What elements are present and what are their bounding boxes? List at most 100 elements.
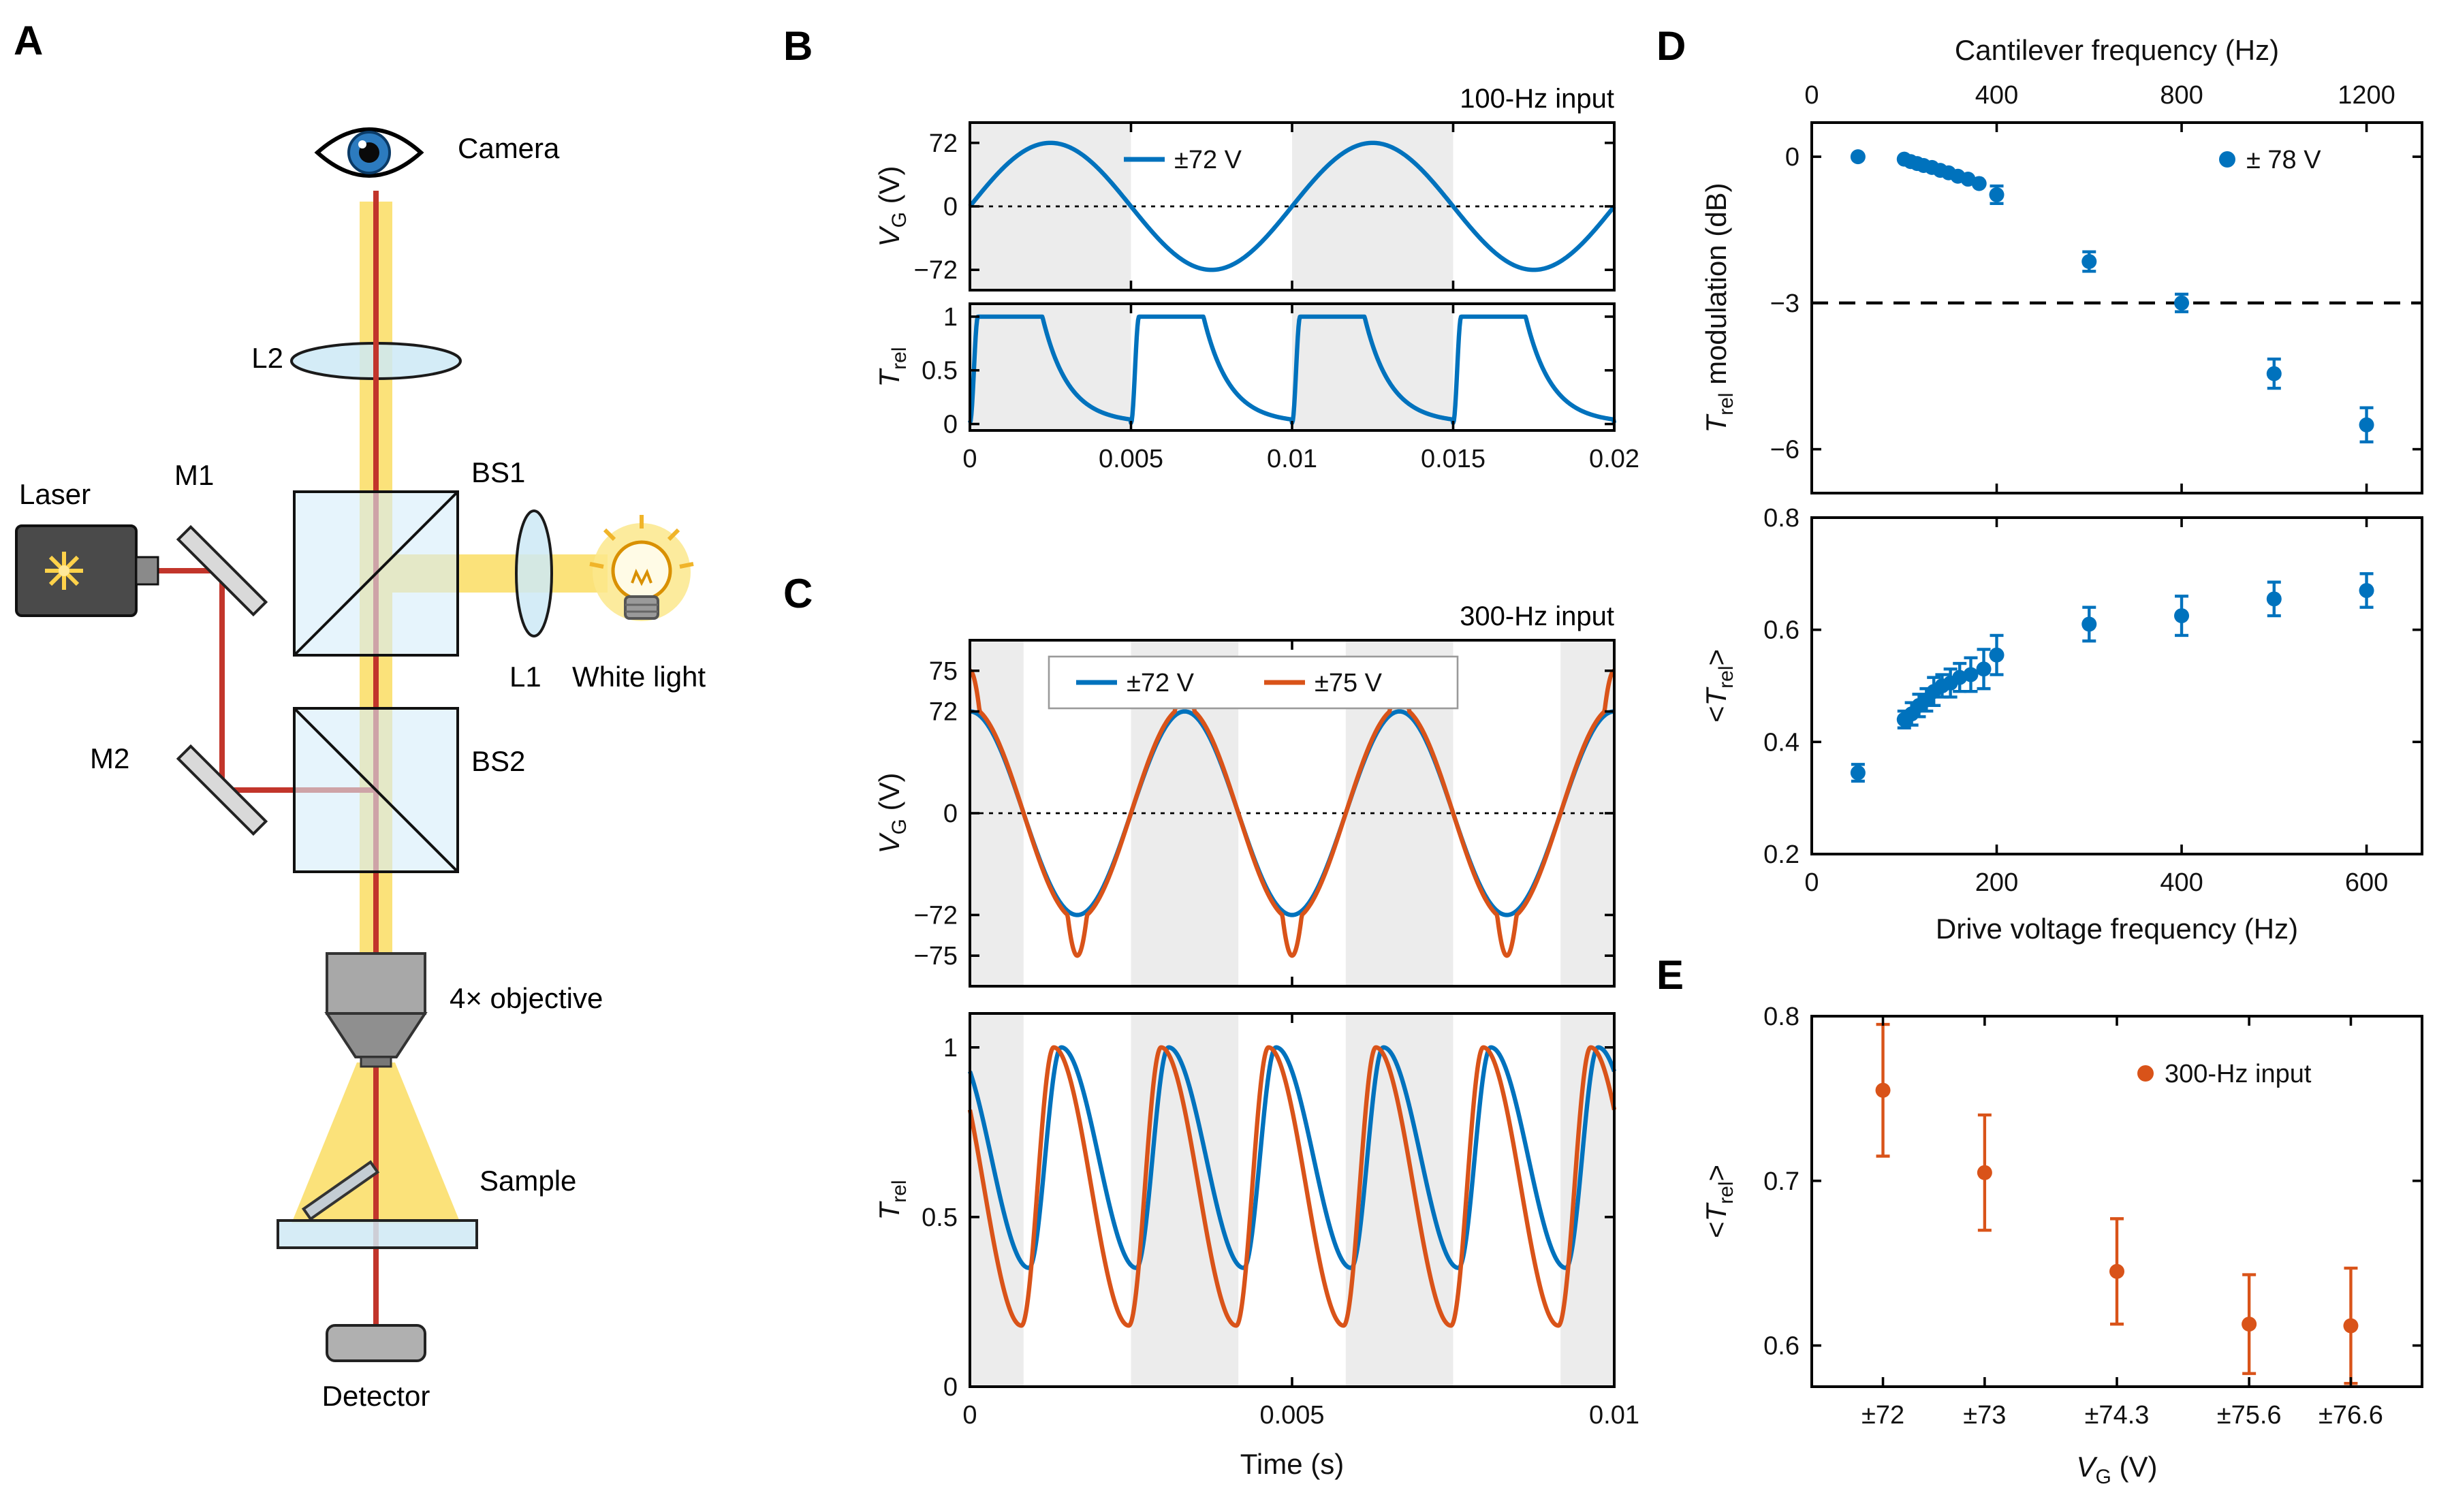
y-tick-label: 0.8 [1763,504,1799,533]
laser-source [15,524,159,617]
x-tick-label: 0 [962,1401,977,1430]
y-tick-label: 0.5 [922,357,958,385]
annotation-300hz-input: 300-Hz input [1460,602,1614,632]
lens-l1 [515,509,553,637]
beamsplitter-bs2 [293,707,459,873]
legend-label: ±72 V [1127,669,1195,697]
y-tick-label: −72 [914,256,958,285]
x-tick-label: ±72 [1861,1401,1904,1430]
label-laser: Laser [19,479,91,511]
data-point [1850,149,1866,165]
mirror-m2 [176,744,268,836]
x-tick-label: 400 [2160,868,2203,897]
y-tick-label: 0.2 [1763,840,1799,869]
x-tick-label: 0 [962,445,977,473]
label-objective: 4× objective [450,983,603,1015]
data-point [1989,647,2005,663]
data-point [1963,667,1979,682]
series-line [968,709,1616,917]
y-tick-label: 1 [943,1034,958,1062]
x-tick-label: 0.01 [1589,1401,1639,1430]
legend-marker [2137,1065,2154,1082]
x-tick-label: 0.005 [1259,1401,1324,1430]
x-axis-title: VG (V) [2076,1451,2157,1488]
legend-label: ±75 V [1315,669,1383,697]
shaded-band [1292,304,1453,430]
label-white-light: White light [572,662,706,693]
series-line [967,1045,1617,1328]
x-tick-label: ±73 [1963,1401,2006,1430]
panel-label-a: A [14,19,44,64]
y-tick-label: 0 [1785,143,1799,172]
y-tick-label: 0 [943,1373,958,1402]
y-tick-label: 0.7 [1763,1167,1799,1196]
y-tick-label: −72 [914,901,958,930]
scatter-series [1850,149,2374,444]
panel-label-c: C [783,572,813,617]
x-axis-title: Drive voltage frequency (Hz) [1936,913,2298,945]
label-l2: L2 [251,343,283,375]
plot-box [1810,121,2423,494]
data-point [2174,295,2190,311]
laser-starburst-core [59,565,69,576]
y-tick-label: −6 [1770,436,1799,464]
data-point [2359,417,2374,432]
data-point [2266,591,2282,607]
data-point [2343,1318,2359,1334]
data-point [1875,1082,1891,1098]
label-camera: Camera [458,133,560,165]
legend-label: 300-Hz input [2165,1060,2312,1088]
data-point [2242,1317,2257,1332]
top-axis-title: Cantilever frequency (Hz) [1955,34,2279,66]
label-l1: L1 [509,662,541,693]
annotation-100hz-input: 100-Hz input [1460,84,1614,114]
top-tick-label: 800 [2160,81,2203,110]
x-tick-label: ±75.6 [2217,1401,2282,1430]
top-tick-label: 0 [1804,81,1819,110]
white-light-bulb-icon [589,515,694,620]
top-tick-label: 1200 [2338,81,2395,110]
objective-4x [324,952,428,1068]
x-axis-title: Time (s) [1240,1448,1344,1480]
chart-e-mean-trel: ±72 ±73 ±74.3 ±75.6 ±76.6 0.6 0.7 0.8 <Trel> VG (… [1700,1003,2423,1488]
y-tick-label: 0.6 [1763,616,1799,645]
y-tick-label: −75 [914,942,958,971]
y-axis-title: Trel modulation (dB) [1700,183,1738,432]
y-tick-label: 75 [929,657,958,686]
y-axis-title: Trel [873,347,911,388]
data-point [1976,661,1992,677]
top-tick-label: 400 [1975,81,2018,110]
scatter-series [1875,1022,2359,1385]
label-detector: Detector [321,1381,430,1413]
sample-stage [277,1219,478,1249]
sample-slab [301,1160,380,1221]
camera-eye-icon [314,127,424,178]
data-point [1989,187,2005,202]
series-line [968,140,1616,272]
legend-label: ±72 V [1174,146,1242,174]
x-tick-label: ±76.6 [2319,1401,2383,1430]
data-point [2266,366,2282,381]
y-axis-title: VG (V) [873,772,911,853]
y-tick-label: 0 [943,800,958,828]
y-tick-label: 72 [929,698,958,727]
data-point [1850,765,1866,781]
legend-label: ± 78 V [2246,146,2321,174]
chart-c-transmission: 0 0.005 0.01 0 0.5 1 Trel Time (s) [873,1012,1639,1480]
y-tick-label: 0.5 [922,1203,958,1232]
chart-c-voltage: 75 72 0 −72 −75 VG (V) ±72 V ±75 V [873,639,1616,988]
data-point [2081,616,2097,632]
beamsplitter-bs1 [293,490,459,657]
x-tick-label: 0.005 [1099,445,1163,473]
detector-body [326,1324,426,1362]
x-tick-label: 0.015 [1421,445,1486,473]
label-m2: M2 [90,744,130,775]
y-axis-title: <Trel> [1700,1165,1738,1238]
laser-nozzle [135,556,159,586]
data-point [2081,254,2097,269]
y-tick-label: 0 [943,411,958,439]
y-axis-title: <Trel> [1700,649,1738,723]
y-tick-label: 0.4 [1763,728,1799,757]
